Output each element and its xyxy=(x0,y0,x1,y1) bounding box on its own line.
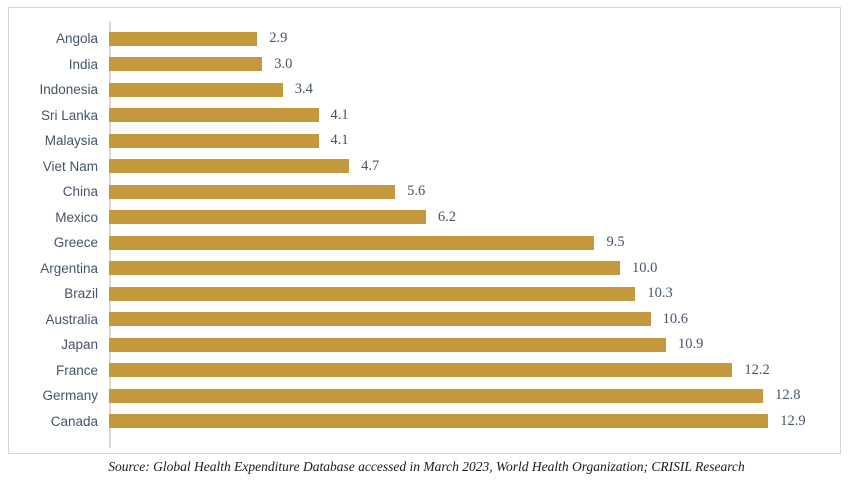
bar-row: Angola 2.9 xyxy=(9,26,840,52)
category-label: Malaysia xyxy=(44,133,98,149)
bar-track: 6.2 xyxy=(109,205,840,231)
bar xyxy=(109,286,636,301)
bar xyxy=(109,261,620,276)
bar-track: 2.9 xyxy=(109,26,840,52)
bar-track: 12.8 xyxy=(109,383,840,409)
bar xyxy=(109,337,666,352)
bar-row: Australia 10.6 xyxy=(9,307,840,333)
bar-row: Malaysia 4.1 xyxy=(9,128,840,154)
bar-row: Argentina 10.0 xyxy=(9,256,840,282)
bar xyxy=(109,388,764,403)
bar xyxy=(109,210,426,225)
bar-row: China 5.6 xyxy=(9,179,840,205)
plot-area: Angola 2.9 India 3.0 Indonesia 3.4 Sri L… xyxy=(9,8,840,453)
bar xyxy=(109,82,283,97)
bar xyxy=(109,312,651,327)
bar-track: 10.3 xyxy=(109,281,840,307)
bar-track: 10.0 xyxy=(109,256,840,282)
value-label: 12.9 xyxy=(780,412,806,429)
bar-track: 12.2 xyxy=(109,358,840,384)
category-label: Canada xyxy=(50,413,98,429)
bar-track: 9.5 xyxy=(109,230,840,256)
value-label: 9.5 xyxy=(606,234,625,251)
value-label: 2.9 xyxy=(269,30,288,47)
category-label: Japan xyxy=(61,337,98,353)
bar-track: 12.9 xyxy=(109,409,840,435)
bar-track: 3.0 xyxy=(109,52,840,78)
bar-row: Brazil 10.3 xyxy=(9,281,840,307)
category-label: Mexico xyxy=(55,209,98,225)
bar-track: 4.1 xyxy=(109,103,840,129)
value-label: 3.4 xyxy=(294,81,313,98)
value-label: 4.7 xyxy=(361,157,380,174)
bar-row: India 3.0 xyxy=(9,52,840,78)
category-label: Greece xyxy=(53,235,98,251)
category-label: India xyxy=(68,56,98,72)
bar xyxy=(109,108,319,123)
category-label: Germany xyxy=(42,388,98,404)
bar-row: Japan 10.9 xyxy=(9,332,840,358)
bar xyxy=(109,363,733,378)
bar-track: 4.7 xyxy=(109,154,840,180)
bar xyxy=(109,133,319,148)
category-label: China xyxy=(62,184,98,200)
bar-track: 3.4 xyxy=(109,77,840,103)
bar xyxy=(109,184,396,199)
bar-row: Sri Lanka 4.1 xyxy=(9,103,840,129)
value-label: 6.2 xyxy=(437,208,456,225)
bar-row: Canada 12.9 xyxy=(9,409,840,435)
value-label: 3.0 xyxy=(274,55,293,72)
value-label: 12.2 xyxy=(744,361,770,378)
bar-track: 5.6 xyxy=(109,179,840,205)
value-label: 10.3 xyxy=(647,285,673,302)
category-label: Australia xyxy=(45,311,98,327)
bar xyxy=(109,31,258,46)
category-label: Argentina xyxy=(40,260,98,276)
category-label: Angola xyxy=(55,31,98,47)
bar-track: 10.6 xyxy=(109,307,840,333)
category-label: Indonesia xyxy=(39,82,98,98)
bar-row: Germany 12.8 xyxy=(9,383,840,409)
value-label: 12.8 xyxy=(775,387,801,404)
value-label: 5.6 xyxy=(407,183,426,200)
bar-row: France 12.2 xyxy=(9,358,840,384)
value-label: 10.6 xyxy=(662,310,689,327)
source-note: Source: Global Health Expenditure Databa… xyxy=(108,459,745,474)
bar-row: Mexico 6.2 xyxy=(9,205,840,231)
bar xyxy=(109,414,769,429)
category-label: Sri Lanka xyxy=(40,107,98,123)
bar xyxy=(109,57,263,72)
bar-track: 4.1 xyxy=(109,128,840,154)
bar xyxy=(109,159,350,174)
value-label: 4.1 xyxy=(330,132,349,149)
category-label: Brazil xyxy=(64,286,98,302)
y-axis-line xyxy=(109,21,111,448)
chart-area: Angola 2.9 India 3.0 Indonesia 3.4 Sri L… xyxy=(8,7,841,454)
bar xyxy=(109,235,595,250)
category-label: Viet Nam xyxy=(42,158,98,174)
category-label: France xyxy=(55,362,98,378)
value-label: 10.9 xyxy=(677,336,704,353)
value-label: 4.1 xyxy=(330,106,349,123)
bar-track: 10.9 xyxy=(109,332,840,358)
bar-row: Indonesia 3.4 xyxy=(9,77,840,103)
value-label: 10.0 xyxy=(632,259,658,276)
bar-row: Greece 9.5 xyxy=(9,230,840,256)
bar-row: Viet Nam 4.7 xyxy=(9,154,840,180)
